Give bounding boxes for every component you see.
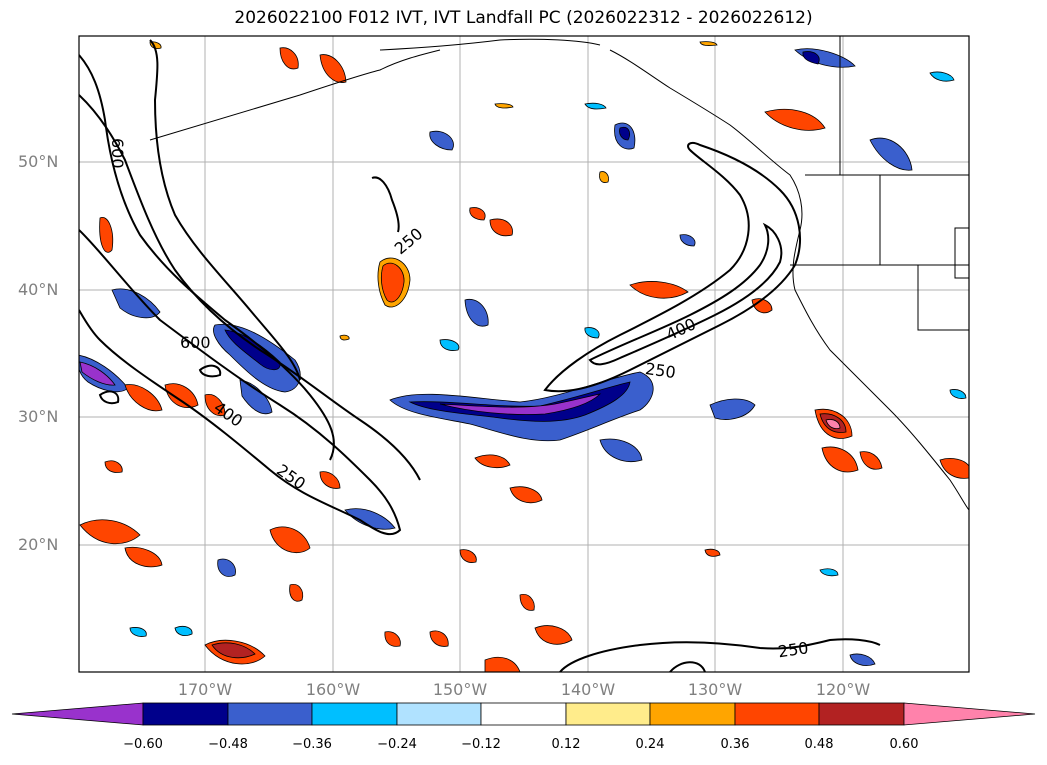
map-border xyxy=(78,35,970,673)
contour-label-600-b: 600 xyxy=(108,138,127,169)
lat-label-30n: 30°N xyxy=(18,407,59,426)
colorbar-segment-1 xyxy=(142,702,229,726)
contour-label-600-a: 600 xyxy=(180,333,211,352)
colorbar-segment-3 xyxy=(311,702,398,726)
map-background xyxy=(79,36,969,672)
colorbar-tick-6: 0.24 xyxy=(635,737,665,752)
lon-label-120w: 120°W xyxy=(815,680,871,699)
colorbar-tick-3: −0.24 xyxy=(377,737,417,752)
lat-label-20n: 20°N xyxy=(18,535,59,554)
colorbar-tick-0: −0.60 xyxy=(123,737,163,752)
lon-label-130w: 130°W xyxy=(687,680,743,699)
colorbar-segment-2 xyxy=(227,702,313,726)
colorbar-tick-2: −0.36 xyxy=(292,737,332,752)
colorbar-segment-6 xyxy=(565,702,651,726)
colorbar-segment-10 xyxy=(903,702,1036,726)
colorbar-segment-9 xyxy=(818,702,905,726)
colorbar-tick-9: 0.60 xyxy=(889,737,919,752)
colorbar-segment-7 xyxy=(649,702,736,726)
map-title: 2026022100 F012 IVT, IVT Landfall PC (20… xyxy=(234,8,813,28)
colorbar-segment-4 xyxy=(396,702,482,726)
lon-label-150w: 150°W xyxy=(432,680,488,699)
lon-label-140w: 140°W xyxy=(560,680,616,699)
contour-label-250-d: 250 xyxy=(777,638,810,661)
colorbar xyxy=(11,702,1036,726)
colorbar-tick-1: −0.48 xyxy=(208,737,248,752)
ivt-contours xyxy=(79,39,881,672)
colorbar-tick-7: 0.36 xyxy=(720,737,750,752)
contour-label-250-b: 250 xyxy=(644,359,677,382)
positive-pc-shading xyxy=(79,41,969,672)
lat-label-50n: 50°N xyxy=(18,152,59,171)
lat-label-40n: 40°N xyxy=(18,280,59,299)
lon-label-170w: 170°W xyxy=(177,680,233,699)
colorbar-segment-8 xyxy=(734,702,820,726)
colorbar-tick-8: 0.48 xyxy=(804,737,834,752)
colorbar-tick-4: −0.12 xyxy=(461,737,501,752)
colorbar-segment-0 xyxy=(11,702,144,726)
colorbar-segment-5 xyxy=(480,702,567,726)
colorbar-tick-5: 0.12 xyxy=(551,737,581,752)
lon-label-160w: 160°W xyxy=(305,680,361,699)
